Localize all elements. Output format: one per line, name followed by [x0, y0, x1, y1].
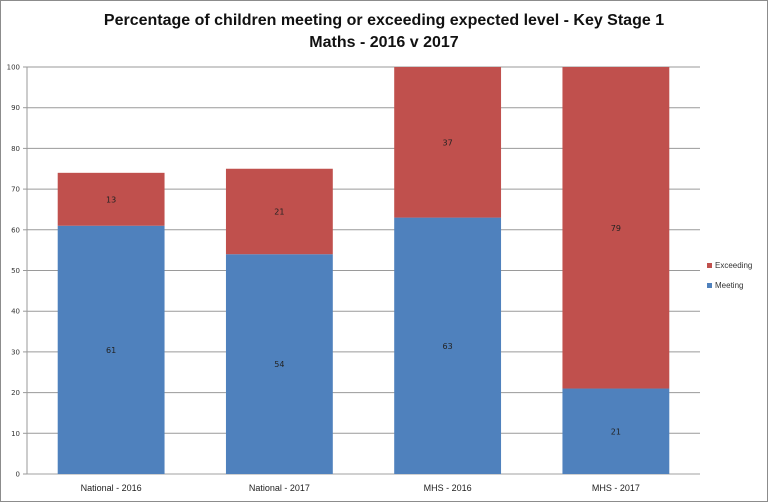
y-tick-label: 80 [11, 145, 20, 153]
bar-meeting [562, 388, 670, 474]
data-label-meeting: 54 [274, 360, 284, 369]
chart-subtitle: Maths - 2016 v 2017 [309, 34, 459, 51]
legend-swatch-exceeding [707, 263, 712, 268]
y-tick-label: 90 [11, 104, 20, 112]
data-label-meeting: 63 [443, 342, 453, 351]
bar-meeting [57, 225, 165, 474]
y-tick-label: 30 [11, 348, 20, 356]
legend-swatch-meeting [707, 283, 712, 288]
y-tick-label: 70 [11, 186, 20, 194]
y-tick-label: 50 [11, 267, 20, 275]
bar-exceeding [562, 67, 670, 389]
x-tick-label: MHS - 2016 [424, 483, 472, 493]
bar-meeting [394, 217, 502, 474]
y-tick-label: 100 [7, 64, 20, 72]
y-tick-label: 20 [11, 389, 20, 397]
data-label-exceeding: 21 [274, 207, 284, 216]
y-tick-label: 40 [11, 308, 20, 316]
legend-label-meeting: Meeting [715, 281, 743, 290]
chart-title-block: Percentage of children meeting or exceed… [0, 10, 768, 54]
x-tick-label: MHS - 2017 [592, 483, 640, 493]
bar-exceeding [57, 172, 165, 226]
data-label-meeting: 21 [611, 427, 621, 436]
chart-title: Percentage of children meeting or exceed… [103, 12, 665, 29]
data-label-exceeding: 37 [443, 138, 453, 147]
y-tick-label: 60 [11, 226, 20, 234]
bar-meeting [225, 254, 333, 474]
y-tick-label: 0 [16, 471, 20, 479]
x-tick-label: National - 2017 [249, 483, 310, 493]
data-label-exceeding: 13 [106, 195, 116, 204]
bar-exceeding [225, 168, 333, 255]
legend-label-exceeding: Exceeding [715, 261, 752, 270]
x-tick-label: National - 2016 [81, 483, 142, 493]
y-tick-label: 10 [11, 430, 20, 438]
data-label-exceeding: 79 [611, 224, 621, 233]
bar-exceeding [394, 67, 502, 218]
data-label-meeting: 61 [106, 346, 116, 355]
